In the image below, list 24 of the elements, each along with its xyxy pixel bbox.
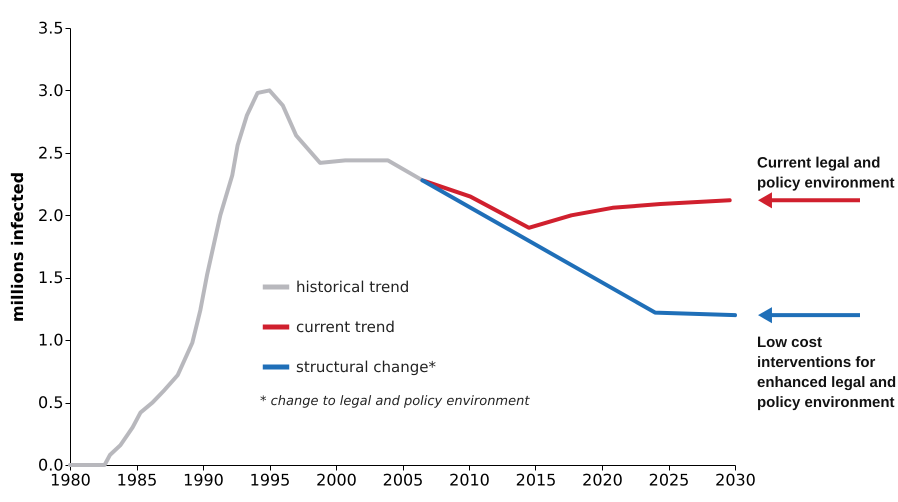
x-tick-label: 2025 (648, 470, 690, 490)
annotation: Low cost interventions for enhanced legal and policy environment (757, 334, 896, 412)
x-tick-label: 2030 (715, 470, 756, 490)
y-tick-label: 2.5 (38, 143, 64, 162)
y-tick-label: 1.0 (38, 330, 64, 350)
legend-label: structural change* (296, 358, 436, 376)
x-tick-label: 1995 (250, 470, 290, 490)
y-tick-label: 3.0 (38, 80, 64, 100)
legend-label: current trend (296, 318, 395, 336)
annotation: * change to legal and policy environment (260, 394, 530, 409)
y-tick-label: 0.5 (38, 393, 64, 412)
annotation: Current legal and policy environment (757, 154, 895, 192)
x-tick-label: 2010 (449, 470, 490, 490)
x-tick-label: 2005 (382, 470, 424, 490)
legend-label: historical trend (296, 278, 410, 296)
y-tick-label: 1.5 (38, 268, 64, 288)
y-tick-label: 3.5 (38, 18, 64, 38)
y-tick-label: 2.0 (38, 206, 64, 225)
y-axis-title: millions infected (8, 172, 28, 322)
x-tick-label: 1990 (183, 470, 224, 490)
x-tick-label: 2015 (516, 470, 556, 490)
x-tick-label: 1985 (116, 470, 158, 490)
x-tick-label: 2000 (316, 470, 357, 490)
x-tick-label: 2020 (582, 470, 623, 490)
